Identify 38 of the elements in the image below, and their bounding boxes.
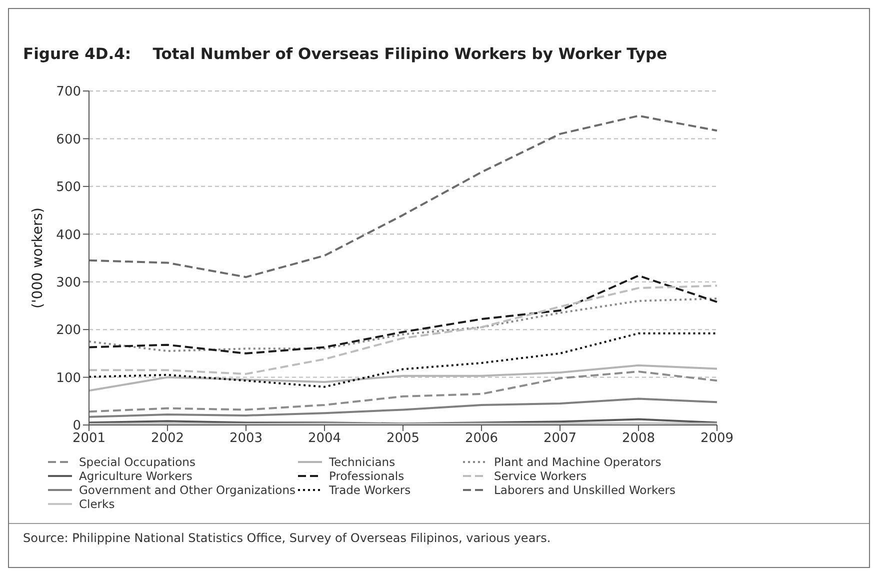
legend-label: Agriculture Workers <box>79 469 192 483</box>
source-note: Source: Philippine National Statistics Office, Survey of Overseas Filipinos, various years. <box>23 531 551 545</box>
legend-label: Government and Other Organizations <box>79 483 296 497</box>
legend-label: Trade Workers <box>329 483 411 497</box>
y-tick-label: 100 <box>56 370 81 386</box>
line-series <box>88 284 718 375</box>
y-tick-label: 400 <box>56 228 81 243</box>
y-tick-label: 600 <box>56 132 81 148</box>
x-tick-label: 2008 <box>622 431 656 446</box>
y-axis-title: ('000 workers) <box>30 208 46 308</box>
x-tick-label: 2005 <box>386 431 420 446</box>
legend-label: Special Occupations <box>79 455 196 469</box>
y-tick-label: 0 <box>72 418 81 434</box>
x-tick-label: 2003 <box>229 431 263 446</box>
x-tick-label: 2009 <box>700 431 734 446</box>
x-tick-label: 2002 <box>150 431 184 446</box>
legend-label: Laborers and Unskilled Workers <box>494 483 676 497</box>
x-tick-label: 2004 <box>308 431 342 446</box>
x-tick-label: 2006 <box>464 431 498 446</box>
x-tick-label: 2007 <box>543 431 577 446</box>
chart-title: Figure 4D.4: Total Number of Overseas Filipino Workers by Worker Type <box>23 45 668 63</box>
line-series <box>88 364 718 392</box>
line-series <box>88 332 718 388</box>
y-tick-label: 300 <box>56 275 81 290</box>
line-series <box>88 114 718 278</box>
line-series <box>88 398 718 418</box>
legend-label: Technicians <box>329 455 396 469</box>
x-tick-label: 2001 <box>72 431 106 446</box>
y-tick-label: 500 <box>56 180 81 196</box>
y-tick-label: 700 <box>56 84 81 100</box>
y-tick-label: 200 <box>56 323 81 338</box>
legend-label: Clerks <box>79 497 115 511</box>
line-series <box>88 274 718 354</box>
line-series <box>88 298 718 352</box>
legend-label: Plant and Machine Operators <box>494 455 662 469</box>
legend-label: Service Workers <box>494 469 587 483</box>
legend-label: Professionals <box>329 469 404 483</box>
line-series <box>88 370 718 413</box>
